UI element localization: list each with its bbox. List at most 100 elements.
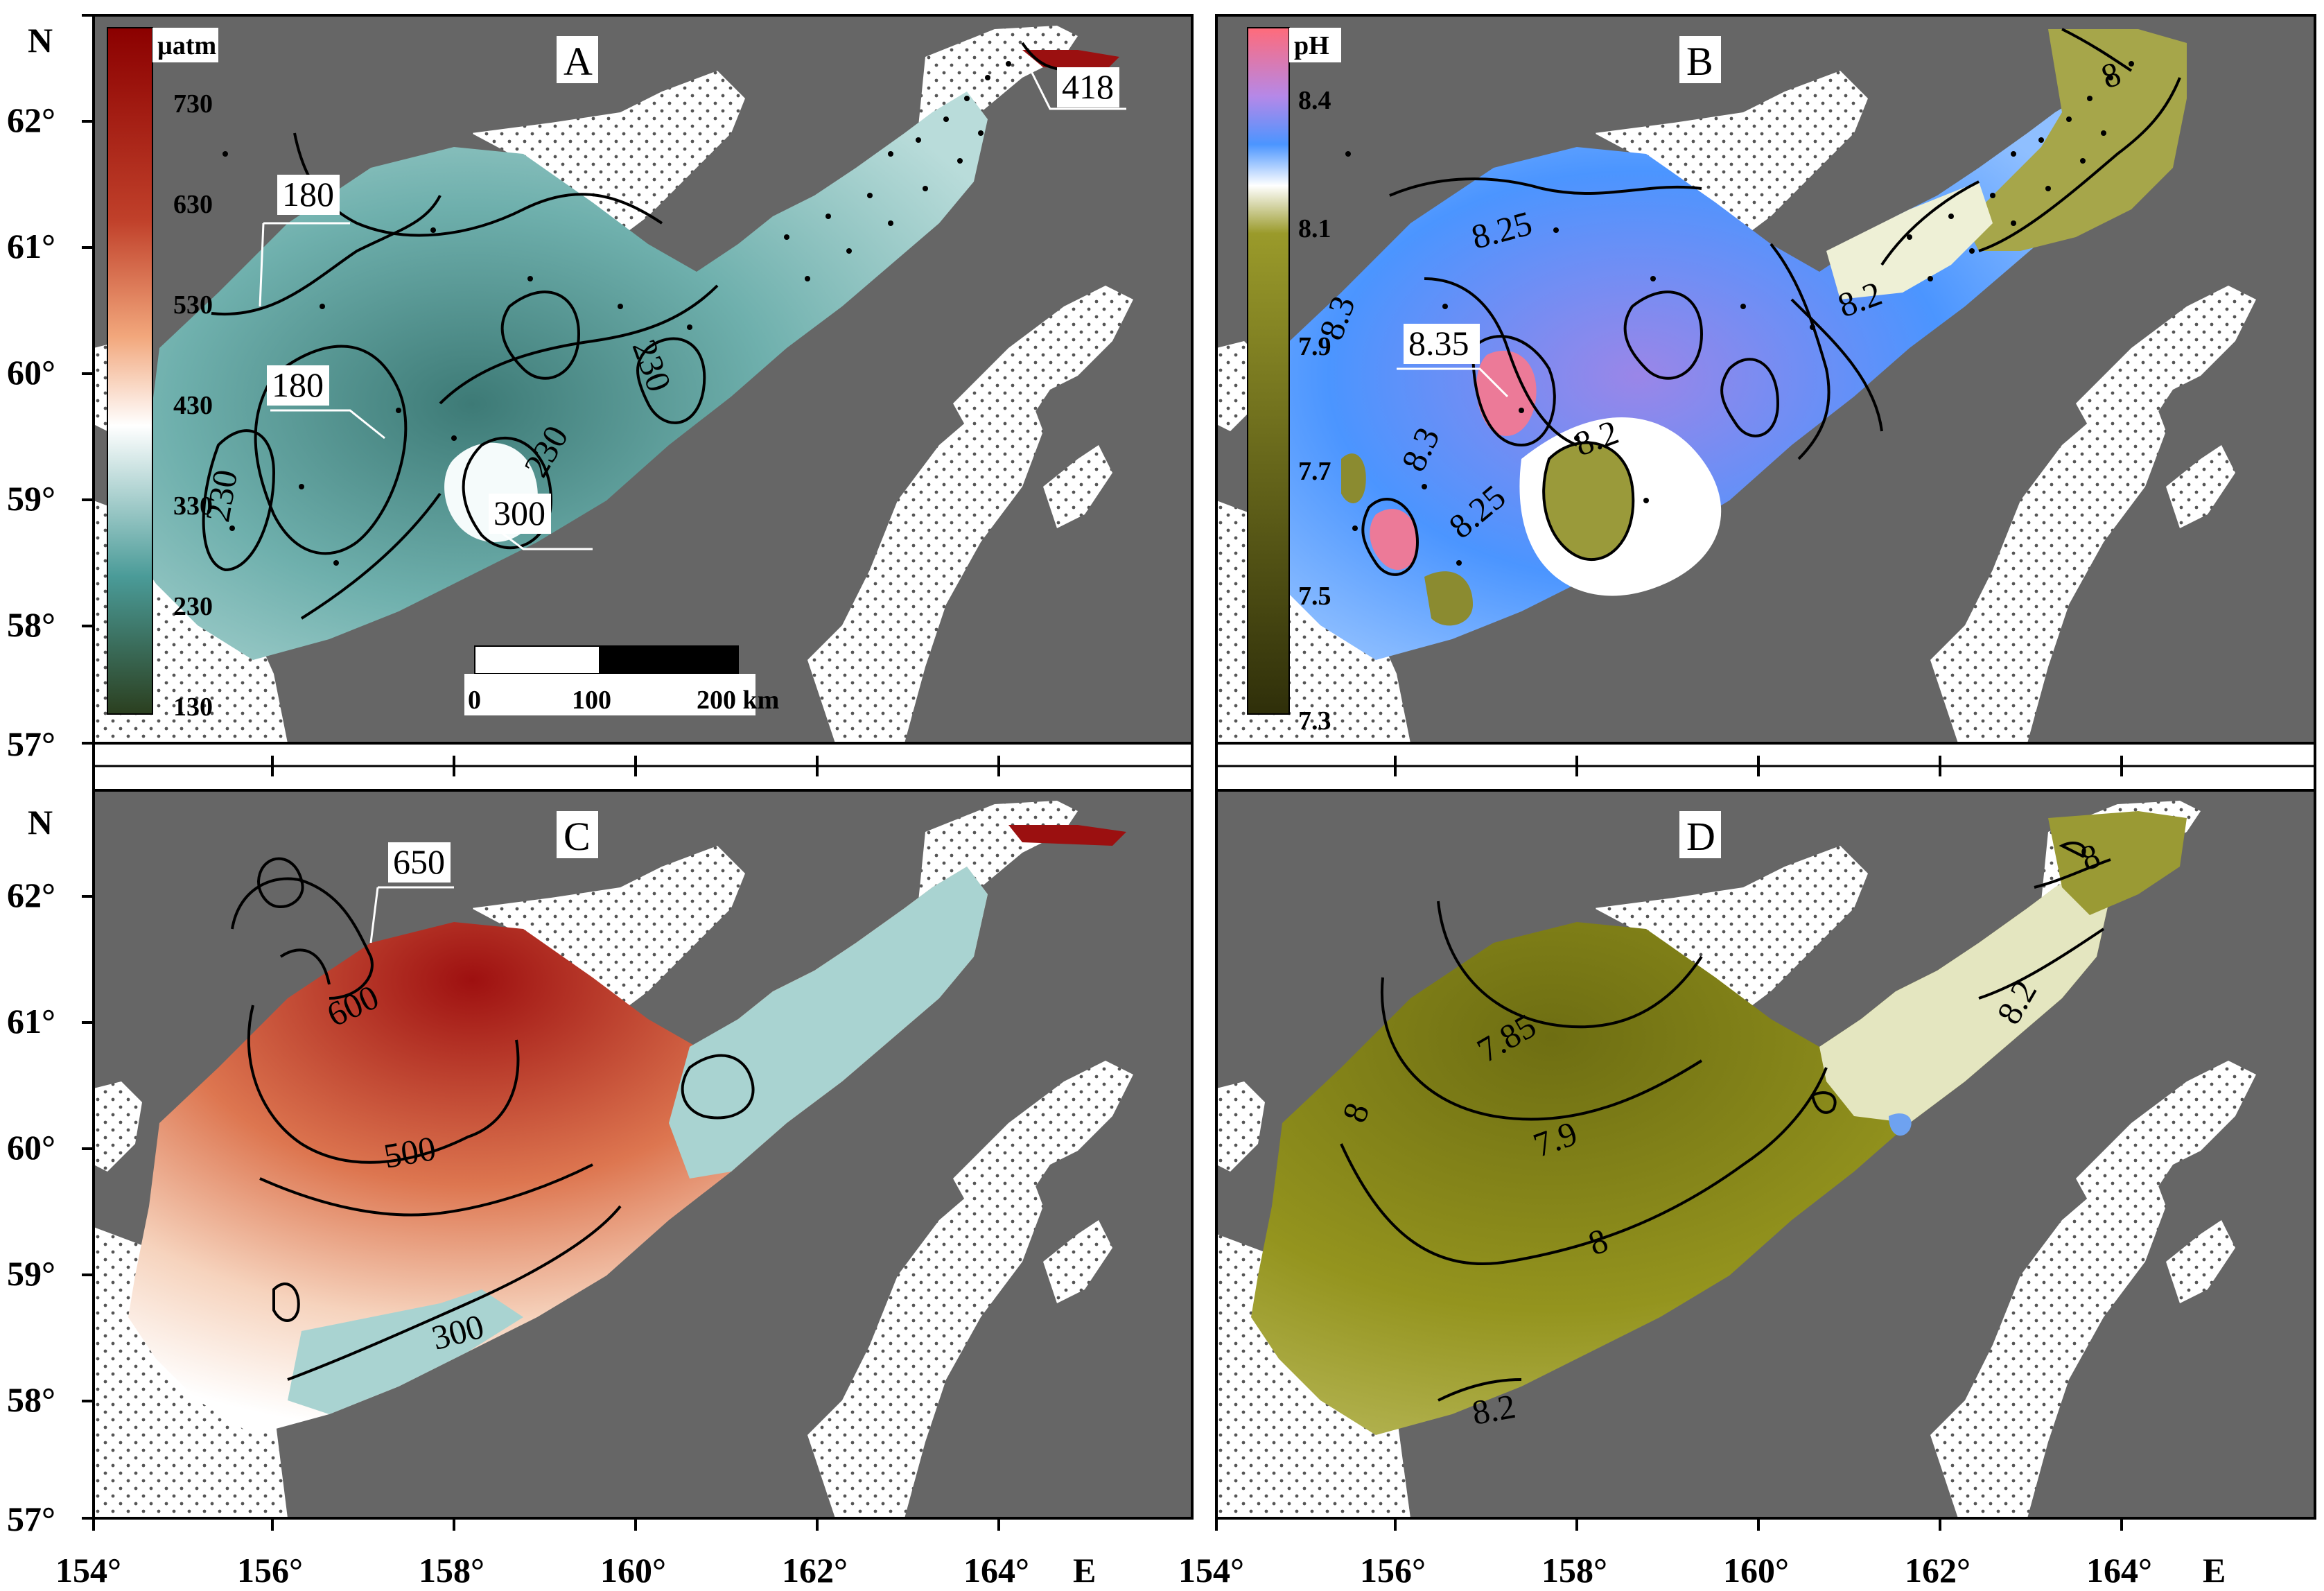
blue-spot	[1889, 1113, 1912, 1136]
lon-labels-left: 154° 156° 158° 160° 162° 164°	[55, 1551, 1029, 1590]
svg-text:57°: 57°	[7, 1499, 55, 1538]
land-west	[94, 1081, 142, 1172]
svg-text:158°: 158°	[419, 1551, 484, 1590]
lat-labels-bottom: 62° 61° 60° 59° 58° 57°	[7, 876, 55, 1538]
land-peninsula-e	[2076, 1061, 2256, 1241]
panel-c-letter: C	[563, 814, 591, 859]
svg-text:8.1: 8.1	[1298, 214, 1331, 243]
land-kamchatka	[807, 1151, 1043, 1518]
pink-patch	[1476, 350, 1537, 436]
land-north-coast	[1594, 846, 1868, 1012]
svg-text:180: 180	[272, 365, 324, 404]
svg-text:8.2: 8.2	[1469, 1386, 1518, 1432]
land-island	[1043, 445, 1112, 528]
panel-a-letter: A	[563, 39, 593, 84]
east-label-right: E	[2203, 1551, 2226, 1590]
land-peninsula-e	[953, 1061, 1133, 1241]
pink-patch-2	[1370, 509, 1417, 570]
land-island	[2166, 445, 2235, 528]
panel-c: C 650 600 500 300	[92, 789, 1194, 1520]
svg-text:160°: 160°	[1723, 1551, 1789, 1590]
svg-text:180: 180	[282, 175, 334, 214]
contours-a	[202, 42, 1078, 620]
svg-text:154°: 154°	[1178, 1551, 1244, 1590]
svg-text:58°: 58°	[7, 1380, 55, 1419]
panel-d-letter: D	[1686, 814, 1715, 859]
svg-text:160°: 160°	[600, 1551, 666, 1590]
svg-text:730: 730	[173, 89, 213, 119]
svg-text:164°: 164°	[963, 1551, 1029, 1590]
land-island	[2166, 1220, 2235, 1303]
land-kamchatka	[807, 376, 1043, 743]
contour-labels-a: 180 180 230 230 300 418 230	[198, 67, 1126, 550]
panel-a-letter-box	[557, 36, 598, 83]
panel-a: µatm 730 630 530 430 330 230 130 A 180 1…	[92, 14, 1194, 745]
svg-text:158°: 158°	[1541, 1551, 1607, 1590]
olive-patch-3	[1341, 453, 1366, 503]
land-peninsula-e	[953, 286, 1133, 466]
svg-text:418: 418	[1062, 67, 1114, 106]
land-west	[1216, 1081, 1265, 1172]
panel-b-letter-box	[1679, 36, 1721, 83]
east-label-left: E	[1073, 1551, 1096, 1590]
teal-strait	[669, 867, 988, 1179]
colorbar-b-ticks: 8.4 8.1 7.9 7.7 7.5 7.3	[1298, 86, 1331, 736]
panel-d: D 7.85 7.9 8 8.2 8.2 8 8	[1215, 789, 2316, 1520]
land-kamchatka	[1930, 376, 2166, 743]
svg-text:156°: 156°	[237, 1551, 303, 1590]
svg-text:230: 230	[173, 592, 213, 621]
colorbar-a-unit: µatm	[157, 31, 216, 60]
svg-text:430: 430	[173, 391, 213, 420]
stations-a	[222, 61, 1011, 566]
colorbar-b	[1247, 27, 1290, 715]
land-kamchatka	[1930, 1151, 2166, 1518]
svg-text:156°: 156°	[1360, 1551, 1426, 1590]
svg-text:62°: 62°	[7, 101, 55, 139]
svg-text:650: 650	[393, 842, 445, 881]
north-label-bottom: N	[28, 803, 53, 842]
stations-b	[1345, 61, 2134, 566]
contours-c	[231, 857, 755, 1381]
svg-text:8.4: 8.4	[1298, 86, 1331, 115]
land-island	[1043, 1220, 1112, 1303]
svg-text:59°: 59°	[7, 1254, 55, 1293]
svg-text:130: 130	[173, 693, 213, 722]
svg-text:57°: 57°	[7, 724, 55, 763]
svg-text:7.9: 7.9	[1298, 332, 1331, 361]
svg-text:162°: 162°	[782, 1551, 848, 1590]
svg-text:530: 530	[173, 290, 213, 320]
colorbar-a-unit-box	[152, 28, 218, 62]
svg-text:62°: 62°	[7, 876, 55, 914]
axes: N N E E 62° 61° 60° 59° 58° 57° 62° 61° …	[7, 14, 2316, 1590]
svg-text:154°: 154°	[55, 1551, 121, 1590]
teal-south	[288, 1289, 523, 1414]
svg-text:7.5: 7.5	[1298, 582, 1331, 611]
svg-text:230: 230	[198, 467, 245, 525]
svg-text:100: 100	[572, 686, 611, 715]
svg-text:300: 300	[493, 494, 545, 532]
svg-text:59°: 59°	[7, 479, 55, 518]
land-peninsula-e	[2076, 286, 2256, 466]
svg-text:61°: 61°	[7, 1002, 55, 1041]
contours-b	[1361, 28, 2181, 576]
olive-top	[2048, 811, 2187, 915]
land-coast-north	[1594, 71, 1868, 237]
north-label-top: N	[28, 21, 53, 60]
colorbar-b-unit-box	[1289, 28, 1341, 62]
land-north-coast	[471, 846, 745, 1012]
pale-patch	[1826, 182, 1993, 299]
olive-patch-2	[1424, 571, 1473, 626]
colorbar-a	[107, 27, 153, 715]
land-coast-north	[471, 71, 745, 237]
svg-text:61°: 61°	[7, 227, 55, 266]
red-river-mouth	[1008, 825, 1126, 846]
svg-text:58°: 58°	[7, 605, 55, 644]
svg-text:8.35: 8.35	[1408, 324, 1469, 363]
panel-d-letter-box	[1679, 811, 1721, 858]
svg-text:164°: 164°	[2086, 1551, 2152, 1590]
panel-b: pH 8.4 8.1 7.9 7.7 7.5 7.3 B 8.25 8.3 8.…	[1215, 14, 2316, 745]
contours-d	[1340, 842, 2111, 1402]
svg-text:500: 500	[381, 1129, 439, 1176]
svg-text:0: 0	[468, 686, 481, 715]
